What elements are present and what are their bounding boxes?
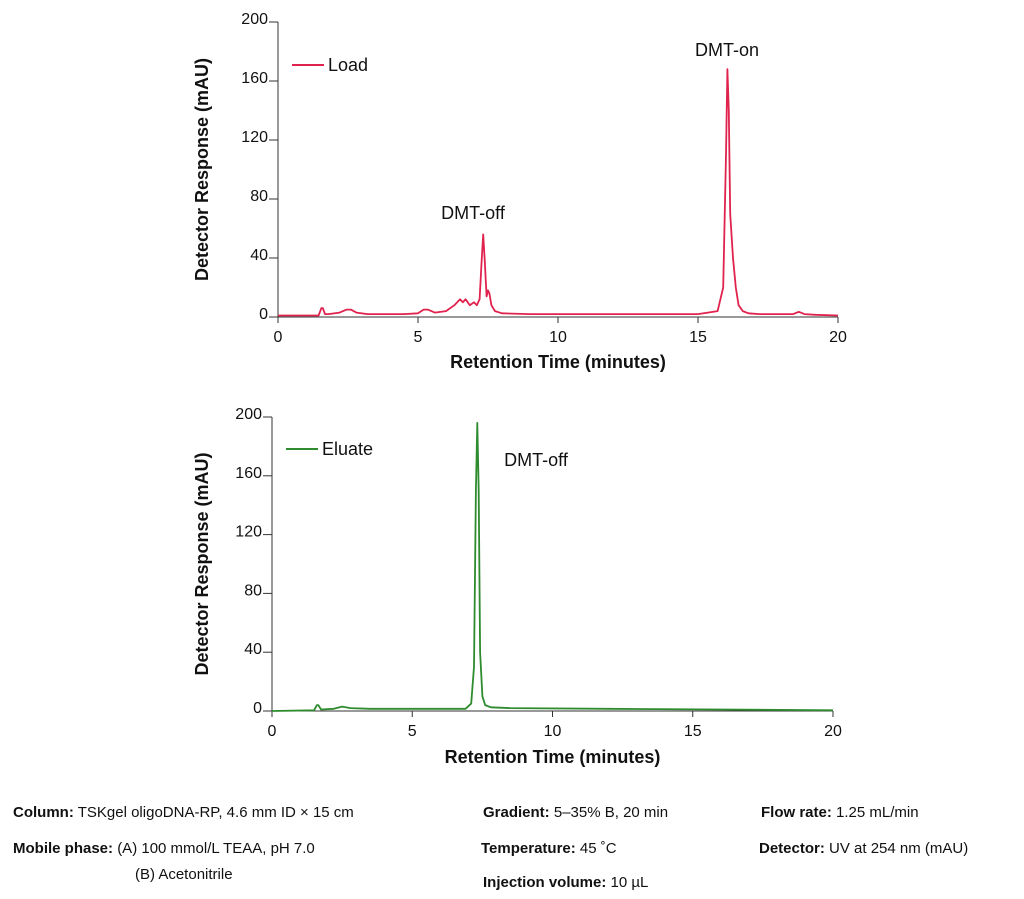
y-tick-label: 40	[244, 641, 262, 658]
x-axis-title: Retention Time (minutes)	[450, 352, 666, 372]
x-tick-label: 10	[544, 723, 562, 740]
condition-flow-rate: Flow rate: 1.25 mL/min	[761, 804, 919, 822]
condition-detector: Detector: UV at 254 nm (mAU)	[759, 840, 968, 858]
y-tick-label: 200	[235, 406, 262, 423]
peak-annotation: DMT-on	[695, 40, 759, 60]
condition-column: Column: TSKgel oligoDNA-RP, 4.6 mm ID × …	[13, 804, 354, 822]
peak-annotation: DMT-off	[441, 203, 506, 223]
temperature-value: 45 ˚C	[579, 840, 617, 857]
x-tick-label: 0	[268, 723, 277, 740]
condition-gradient: Gradient: 5–35% B, 20 min	[483, 804, 668, 822]
x-tick-label: 20	[829, 329, 847, 346]
x-tick-label: 10	[549, 329, 567, 346]
y-tick-label: 120	[241, 129, 268, 146]
y-tick-label: 200	[241, 11, 268, 28]
condition-injection-volume: Injection volume: 10 µL	[483, 874, 648, 892]
legend-label: Load	[328, 55, 368, 75]
y-tick-label: 0	[259, 306, 268, 323]
injection-volume-value: 10 µL	[610, 874, 649, 891]
y-tick-label: 120	[235, 524, 262, 541]
series-line-eluate	[271, 421, 834, 712]
detector-label: Detector:	[759, 840, 825, 857]
column-label: Column:	[13, 804, 74, 821]
load-chromatogram: 0 40 80 120 160 200 0 5 10 15 20 Retention Time (mi…	[192, 11, 847, 372]
condition-mobile-phase-b: (B) Acetonitrile	[135, 866, 233, 884]
x-axis-title: Retention Time (minutes)	[445, 747, 661, 767]
y-tick-label: 160	[241, 70, 268, 87]
condition-temperature: Temperature: 45 ˚C	[481, 840, 617, 858]
y-axis-title: Detector Response (mAU)	[192, 452, 212, 675]
column-value: TSKgel oligoDNA-RP, 4.6 mm ID × 15 cm	[77, 804, 354, 821]
mobile-phase-value-a: (A) 100 mmol/L TEAA, pH 7.0	[117, 840, 315, 857]
peak-annotation: DMT-off	[504, 450, 569, 470]
gradient-value: 5–35% B, 20 min	[553, 804, 669, 821]
x-tick-label: 5	[408, 723, 417, 740]
y-tick-label: 160	[235, 465, 262, 482]
gradient-label: Gradient:	[483, 804, 550, 821]
y-tick-label: 0	[253, 700, 262, 717]
x-tick-label: 5	[414, 329, 423, 346]
mobile-phase-value-b: (B) Acetonitrile	[135, 866, 233, 883]
x-tick-label: 15	[689, 329, 707, 346]
series-line-load	[278, 68, 839, 317]
legend-label: Eluate	[322, 439, 373, 459]
x-tick-label: 15	[684, 723, 702, 740]
y-axis-title: Detector Response (mAU)	[192, 58, 212, 281]
eluate-chromatogram: 0 40 80 120 160 200 0 5 10 15 20 Retention Time (mi…	[192, 406, 842, 767]
y-tick-label: 80	[250, 188, 268, 205]
mobile-phase-label: Mobile phase:	[13, 840, 114, 857]
temperature-label: Temperature:	[481, 840, 576, 857]
x-tick-label: 20	[824, 723, 842, 740]
injection-volume-label: Injection volume:	[483, 874, 607, 891]
y-tick-label: 80	[244, 582, 262, 599]
flow-rate-label: Flow rate:	[761, 804, 832, 821]
condition-mobile-phase: Mobile phase: (A) 100 mmol/L TEAA, pH 7.…	[13, 840, 315, 858]
detector-value: UV at 254 nm (mAU)	[829, 840, 969, 857]
x-tick-label: 0	[274, 329, 283, 346]
y-tick-label: 40	[250, 247, 268, 264]
flow-rate-value: 1.25 mL/min	[836, 804, 919, 821]
